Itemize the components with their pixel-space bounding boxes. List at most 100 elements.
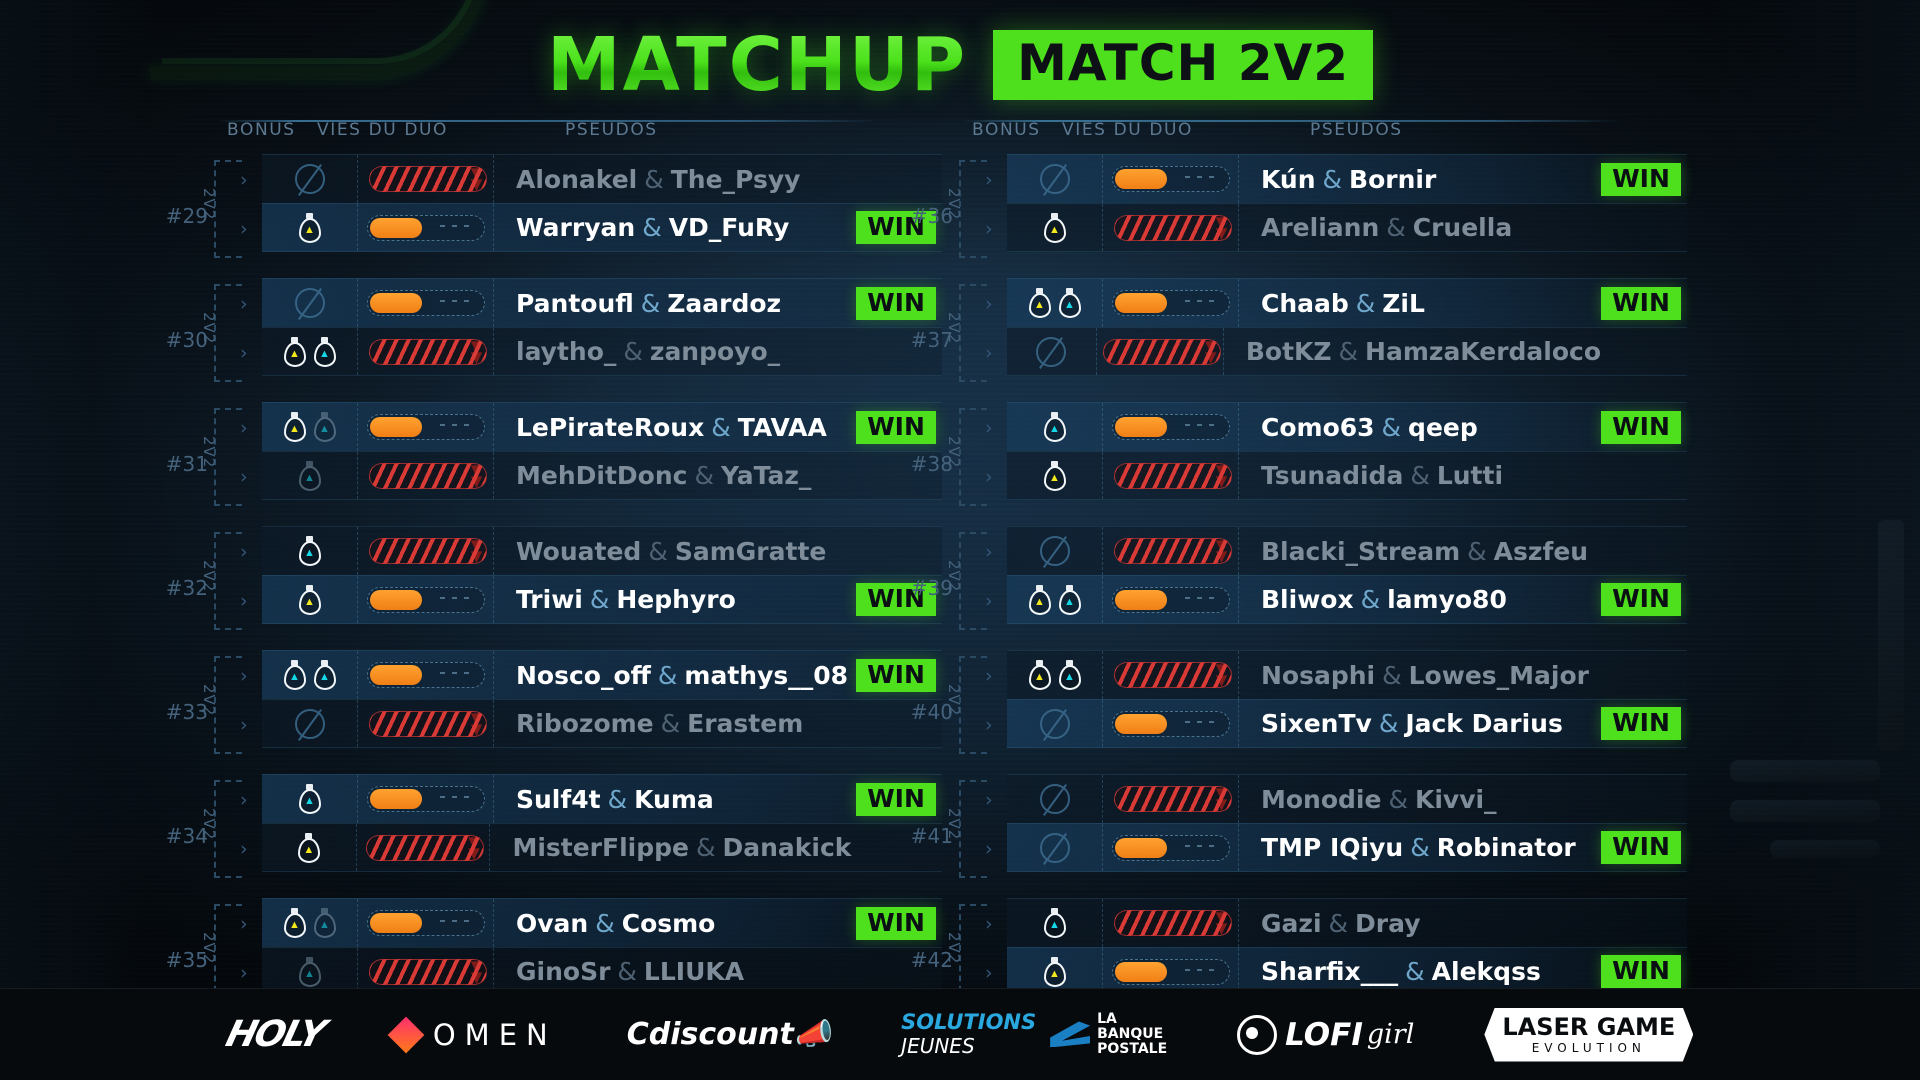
bonus-potion-cyan-icon xyxy=(313,412,336,442)
lives-bar-active xyxy=(366,586,485,613)
team-row[interactable]: › TMP IQiyu & Robinator WIN xyxy=(985,823,1687,872)
chevron-right-icon: › xyxy=(240,342,248,364)
bonus-cell xyxy=(1007,328,1097,375)
lives-bar-eliminated: ▼▼ xyxy=(366,834,485,861)
column-header-pseudos: PSEUDOS xyxy=(565,120,658,140)
match-id-label: #38 xyxy=(910,452,953,476)
team-row[interactable]: › ▼▼ Alonakel&The_Psyy xyxy=(240,154,942,203)
team-row[interactable]: › ▼▼ Monodie&Kivvi_ xyxy=(985,774,1687,823)
player-name-2: Danakick xyxy=(722,833,852,862)
ampersand-separator: & xyxy=(589,585,610,614)
megaphone-icon: 📣 xyxy=(793,1017,832,1052)
player-name-1: Nosco_off xyxy=(516,660,651,690)
lives-cell xyxy=(358,204,494,251)
bonus-potion-cyan-icon xyxy=(1058,660,1081,690)
team-row[interactable]: › ▼▼ Gazi&Dray xyxy=(985,898,1687,947)
match-block[interactable]: #342V2›Sulf4t&KumaWIN›▼▼MisterFlippe&Dan… xyxy=(166,774,1070,884)
match-block[interactable]: #372V2›Chaab&ZiLWIN›▼▼BotKZ&HamzaKerdalo… xyxy=(911,278,1815,388)
lives-bar-hatched xyxy=(368,166,487,192)
team-row[interactable]: ›▼▼MisterFlippe&Danakick xyxy=(240,823,942,872)
lives-bar-active xyxy=(366,414,485,440)
player-name-2: SamGratte xyxy=(674,536,827,566)
match-block[interactable]: #302V2›Pantoufl&ZaardozWIN›▼▼laytho_&zan… xyxy=(166,278,1070,388)
match-id-label: #35 xyxy=(165,948,208,972)
lives-bar-active xyxy=(1111,290,1230,316)
win-badge: WIN xyxy=(1601,955,1681,988)
bonus-potion-cyan-icon xyxy=(298,460,321,491)
team-row[interactable]: › SixenTv & Jack Darius WIN xyxy=(985,699,1687,748)
team-row[interactable]: › ▼▼ Tsunadida&Lutti xyxy=(985,451,1687,500)
player-name-1: Tsunadida xyxy=(1261,461,1404,490)
player-name-2: Robinator xyxy=(1436,833,1576,862)
bonus-cell xyxy=(262,279,358,327)
player-name-1: MehDitDonc xyxy=(516,461,688,490)
match-bracket-icon xyxy=(959,284,987,382)
lives-bar-hatched xyxy=(368,710,487,737)
team-row[interactable]: › Kún & Bornir WIN xyxy=(985,154,1687,203)
team-row[interactable]: › ▼▼ Ribozome&Erastem xyxy=(240,699,942,748)
chevron-right-icon: › xyxy=(985,838,993,860)
match-block[interactable]: #312V2›LePirateRoux&TAVAAWIN›▼▼MehDitDon… xyxy=(166,402,1070,512)
ampersand-separator: & xyxy=(1405,957,1425,986)
bonus-cell xyxy=(262,328,358,375)
lives-cell xyxy=(1103,279,1239,327)
team-row[interactable]: ›▼▼BotKZ&HamzaKerdaloco xyxy=(985,327,1687,376)
player-name-2: Zaardoz xyxy=(667,288,782,318)
team-row[interactable]: › ▼▼ GinoSr&LLIUKA xyxy=(240,947,942,996)
team-row[interactable]: › ▼▼ Areliann&Cruella xyxy=(985,203,1687,252)
match-mode-label: 2V2 xyxy=(945,188,963,221)
lives-cell xyxy=(1103,155,1239,203)
lives-cell: ▼▼ xyxy=(1103,899,1239,947)
bonus-cell xyxy=(1007,279,1103,327)
match-block[interactable]: #392V2›▼▼Blacki_Stream&Aszfeu›Bliwox&lam… xyxy=(911,526,1815,636)
match-block[interactable]: #332V2›Nosco_off&mathys__08WIN›▼▼Ribozom… xyxy=(166,650,1070,760)
bonus-cell xyxy=(262,452,358,499)
chevron-right-icon: › xyxy=(240,590,248,612)
team-row[interactable]: › ▼▼ Nosaphi&Lowes_Major xyxy=(985,650,1687,699)
match-rows: › ▼▼ Nosaphi&Lowes_Major › SixenTv&Jack Dari… xyxy=(985,650,1687,748)
player-name-2: Kuma xyxy=(634,784,714,814)
lives-bar-eliminated: ▼▼ xyxy=(1113,214,1232,241)
bonus-cell xyxy=(1007,651,1103,699)
chevron-right-icon: › xyxy=(240,417,248,439)
match-mode-label: 2V2 xyxy=(200,436,218,469)
team-row[interactable]: › ▼▼ MehDitDonc&YaTaz_ xyxy=(240,451,942,500)
win-cell: WIN xyxy=(850,906,942,940)
lofi-headphones-icon xyxy=(1237,1014,1278,1055)
team-row[interactable]: › ▼▼ Wouated&SamGratte xyxy=(240,526,942,575)
team-row[interactable]: › ▼▼ Blacki_Stream&Aszfeu xyxy=(985,526,1687,575)
team-row[interactable]: › Pantoufl & Zaardoz WIN xyxy=(240,278,942,327)
win-badge: WIN xyxy=(856,782,936,816)
chevron-right-icon: › xyxy=(240,541,248,563)
match-block[interactable]: #292V2›▼▼Alonakel&The_Psyy›Warryan&VD_Fu… xyxy=(166,154,1070,264)
match-mode-label: 2V2 xyxy=(945,560,963,593)
lives-bar-active xyxy=(1111,834,1230,861)
team-row[interactable]: › ▼▼ laytho_&zanpoyo_ xyxy=(240,327,942,376)
player-name-1: Bliwox xyxy=(1261,585,1354,614)
match-block[interactable]: #322V2›▼▼Wouated&SamGratte›Triwi&Hephyro… xyxy=(166,526,1070,636)
player-name-2: Jack Darius xyxy=(1405,709,1563,738)
lives-bar-hatched xyxy=(368,958,487,985)
match-id-label: #30 xyxy=(165,328,208,352)
player-name-2: LLIUKA xyxy=(643,957,745,986)
no-bonus-icon xyxy=(1039,708,1070,739)
team-names-cell: laytho_ & zanpoyo_ xyxy=(494,337,850,366)
bonus-cell xyxy=(262,775,358,823)
ampersand-separator: & xyxy=(695,833,716,862)
win-cell: WIN xyxy=(850,583,942,616)
